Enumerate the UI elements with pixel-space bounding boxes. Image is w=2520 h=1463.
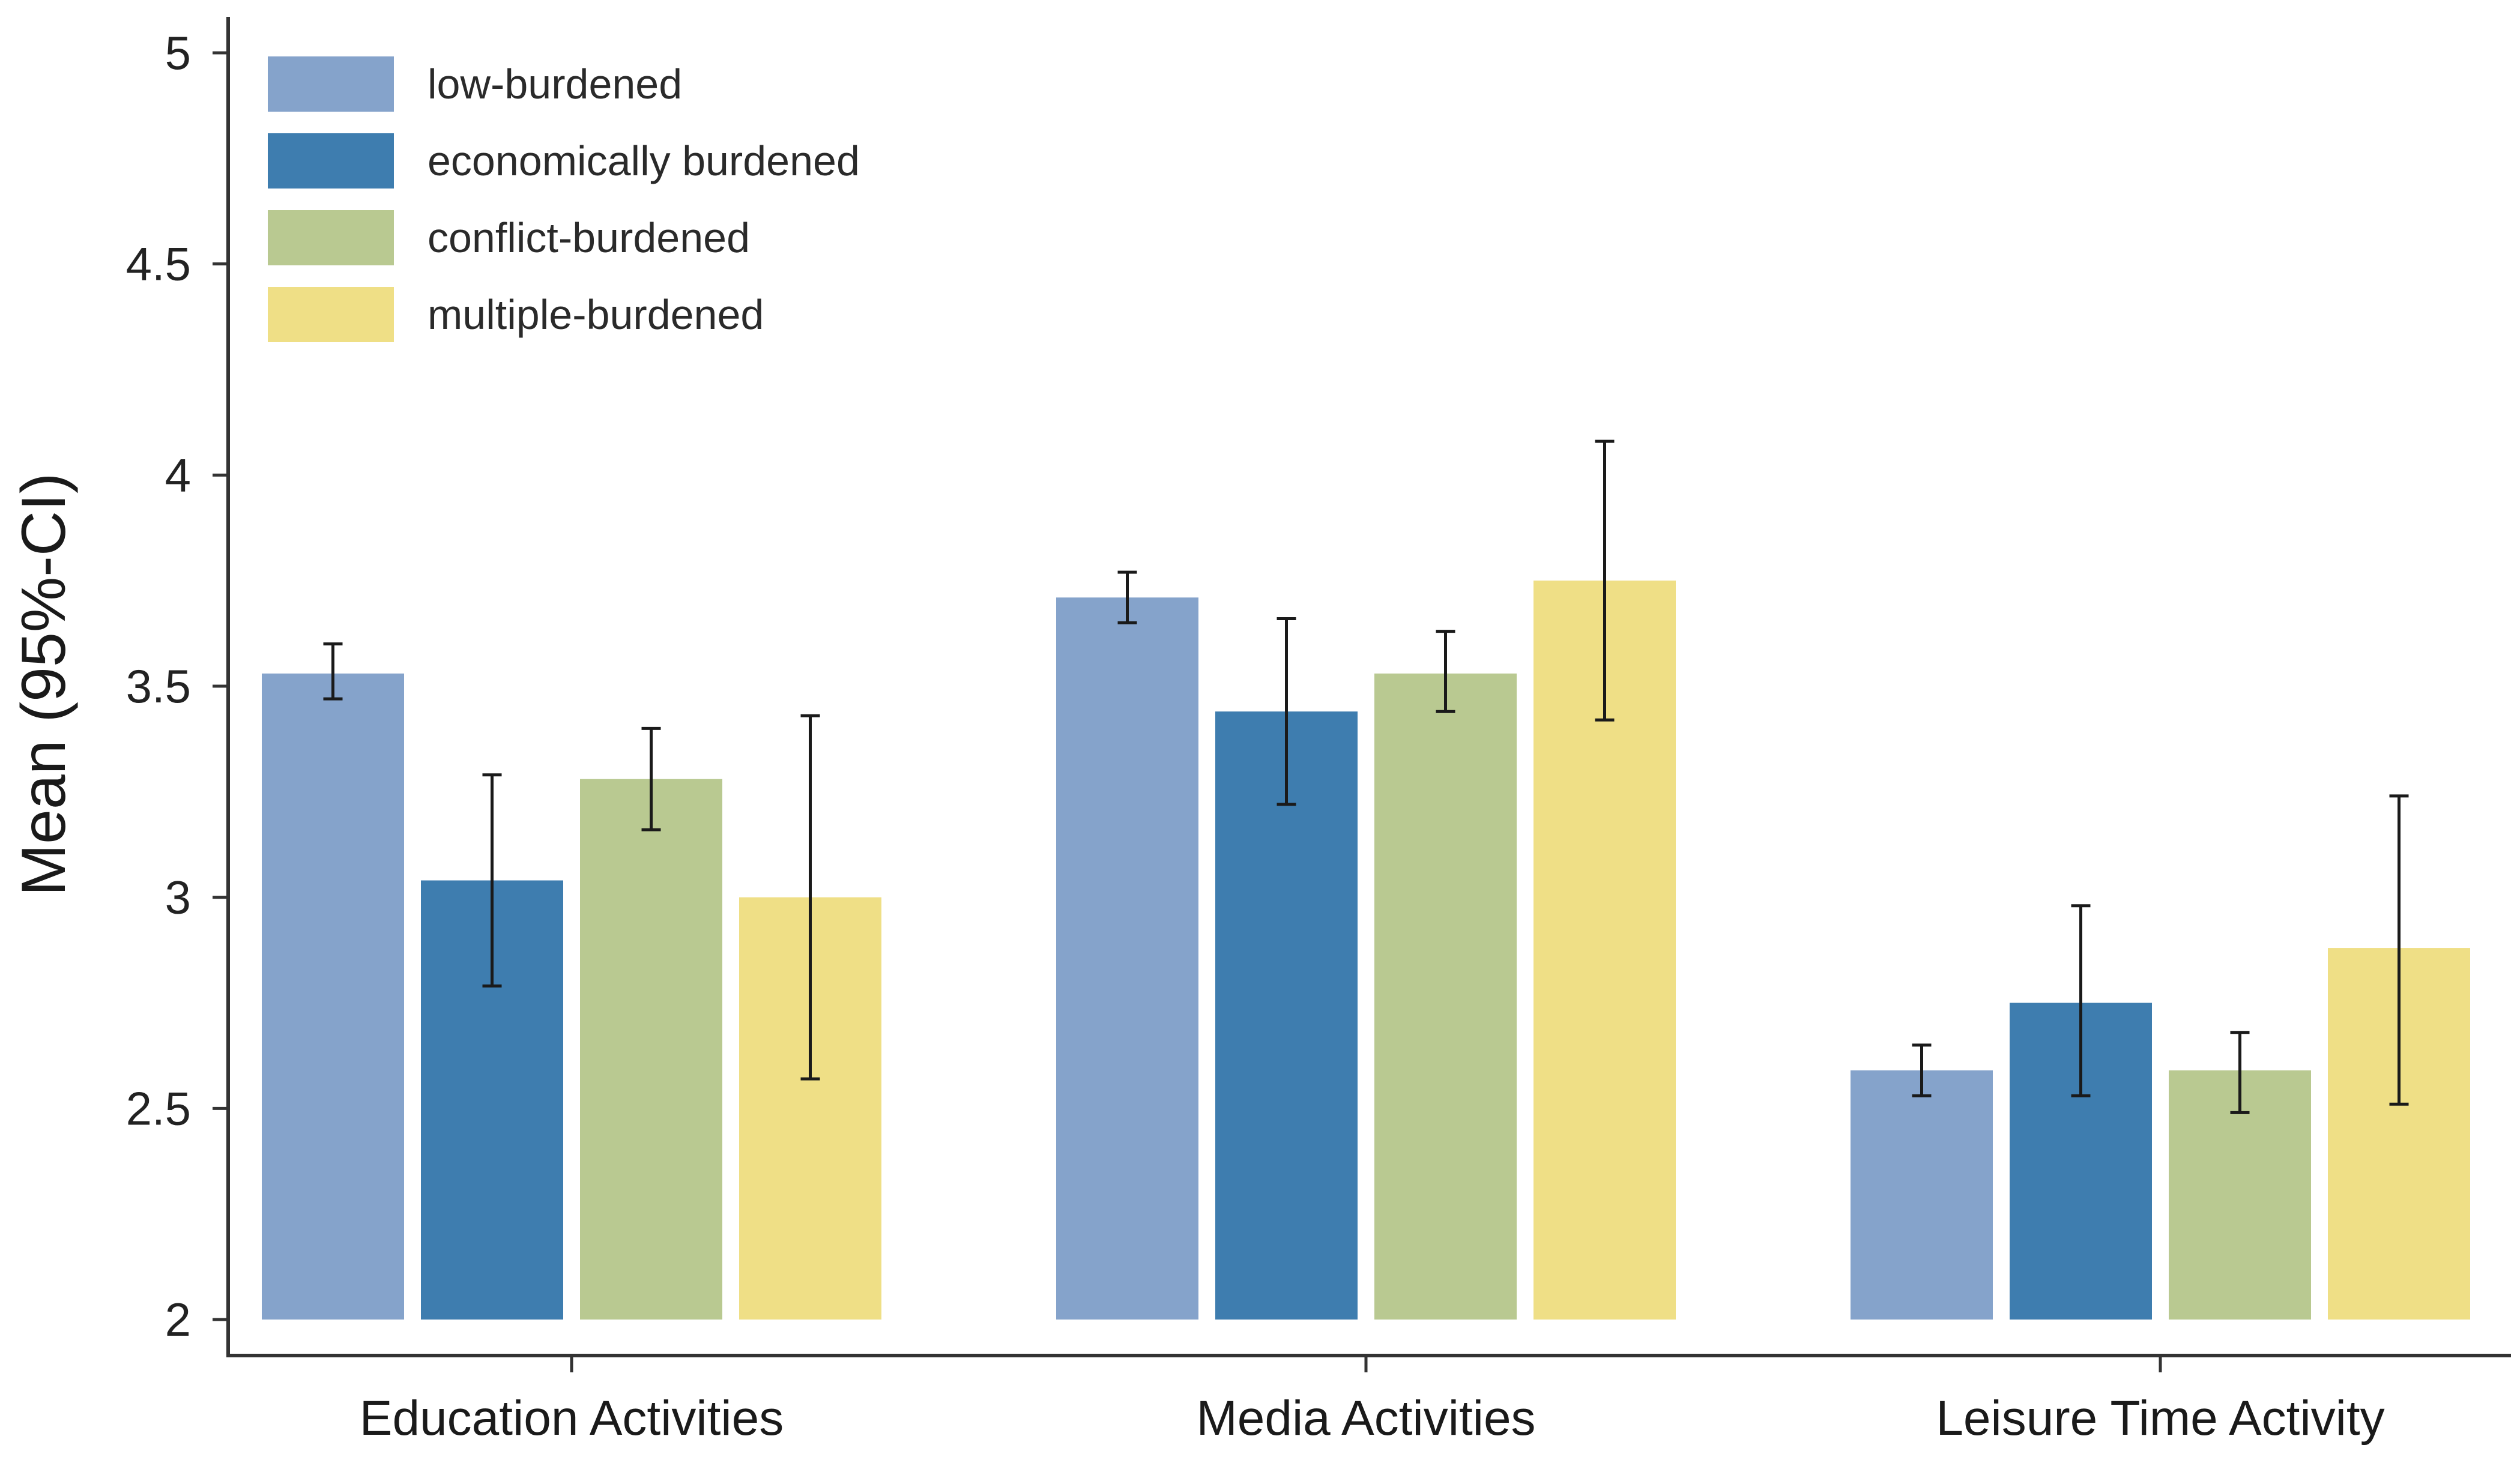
- legend-item-economically-burdened: economically burdened: [268, 133, 860, 189]
- error-bar-media-activities-multiple-burdened: [1595, 439, 1615, 722]
- y-tick-label-4: 4: [165, 448, 191, 501]
- bar-media-activities-conflict-burdened: [1374, 673, 1517, 1320]
- x-category-labels: Education Activities Media Activities Leis…: [360, 1356, 2385, 1446]
- bar-media-activities-economically-burdened: [1215, 711, 1358, 1320]
- legend-label-multiple-burdened: multiple-burdened: [428, 291, 764, 338]
- y-tick-label-2: 2: [165, 1293, 191, 1346]
- legend-item-low-burdened: low-burdened: [268, 56, 682, 112]
- y-axis-label: Mean (95%-CI): [9, 472, 79, 896]
- legend-item-conflict-burdened: conflict-burdened: [268, 210, 750, 265]
- y-tick-label-2-5: 2.5: [126, 1082, 191, 1135]
- x-category-label-education-activities: Education Activities: [360, 1391, 784, 1446]
- y-tick-label-3: 3: [165, 871, 191, 924]
- x-category-label-media-activities: Media Activities: [1196, 1391, 1535, 1446]
- legend: low-burdened economically burdened conflic…: [268, 56, 860, 342]
- legend-item-multiple-burdened: multiple-burdened: [268, 287, 764, 342]
- legend-label-low-burdened: low-burdened: [428, 61, 682, 107]
- y-tick-label-3-5: 3.5: [126, 660, 191, 713]
- error-bar-education-activities-low-burdened: [323, 642, 343, 701]
- bar-media-activities-low-burdened: [1056, 597, 1198, 1320]
- error-bar-leisure-time-activity-low-burdened: [1912, 1043, 1932, 1097]
- x-category-label-leisure-time-activity: Leisure Time Activity: [1936, 1391, 2384, 1446]
- bars-layer: [262, 581, 2470, 1320]
- y-tick-label-5: 5: [165, 26, 191, 79]
- y-tick-label-4-5: 4.5: [126, 238, 191, 291]
- error-bars-layer: [323, 439, 2409, 1114]
- error-bar-education-activities-multiple-burdened: [800, 714, 820, 1081]
- error-bar-education-activities-conflict-burdened: [641, 726, 661, 831]
- legend-swatch-economically-burdened: [268, 133, 394, 189]
- error-bar-media-activities-economically-burdened: [1277, 617, 1296, 806]
- error-bar-leisure-time-activity-conflict-burdened: [2230, 1031, 2250, 1114]
- error-bar-education-activities-economically-burdened: [482, 773, 502, 988]
- error-bar-media-activities-conflict-burdened: [1436, 630, 1455, 713]
- bar-education-activities-low-burdened: [262, 673, 404, 1320]
- error-bar-leisure-time-activity-multiple-burdened: [2389, 794, 2409, 1106]
- y-ticks: 2 2.5 3 3.5 4 4.5 5: [126, 26, 228, 1346]
- legend-swatch-multiple-burdened: [268, 287, 394, 342]
- error-bar-media-activities-low-burdened: [1117, 570, 1137, 624]
- legend-label-economically-burdened: economically burdened: [428, 137, 860, 184]
- legend-swatch-low-burdened: [268, 56, 394, 112]
- bar-leisure-time-activity-low-burdened: [1851, 1070, 1993, 1320]
- bar-education-activities-conflict-burdened: [580, 779, 722, 1320]
- legend-swatch-conflict-burdened: [268, 210, 394, 265]
- error-bar-leisure-time-activity-economically-burdened: [2071, 904, 2091, 1097]
- legend-label-conflict-burdened: conflict-burdened: [428, 214, 750, 261]
